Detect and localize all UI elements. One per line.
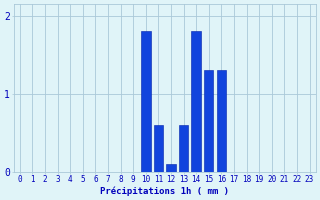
Bar bbox=[217, 70, 226, 172]
Bar bbox=[141, 31, 150, 172]
X-axis label: Précipitations 1h ( mm ): Précipitations 1h ( mm ) bbox=[100, 186, 229, 196]
Bar bbox=[166, 164, 176, 172]
Bar bbox=[179, 125, 188, 172]
Bar bbox=[154, 125, 163, 172]
Bar bbox=[204, 70, 213, 172]
Bar bbox=[191, 31, 201, 172]
